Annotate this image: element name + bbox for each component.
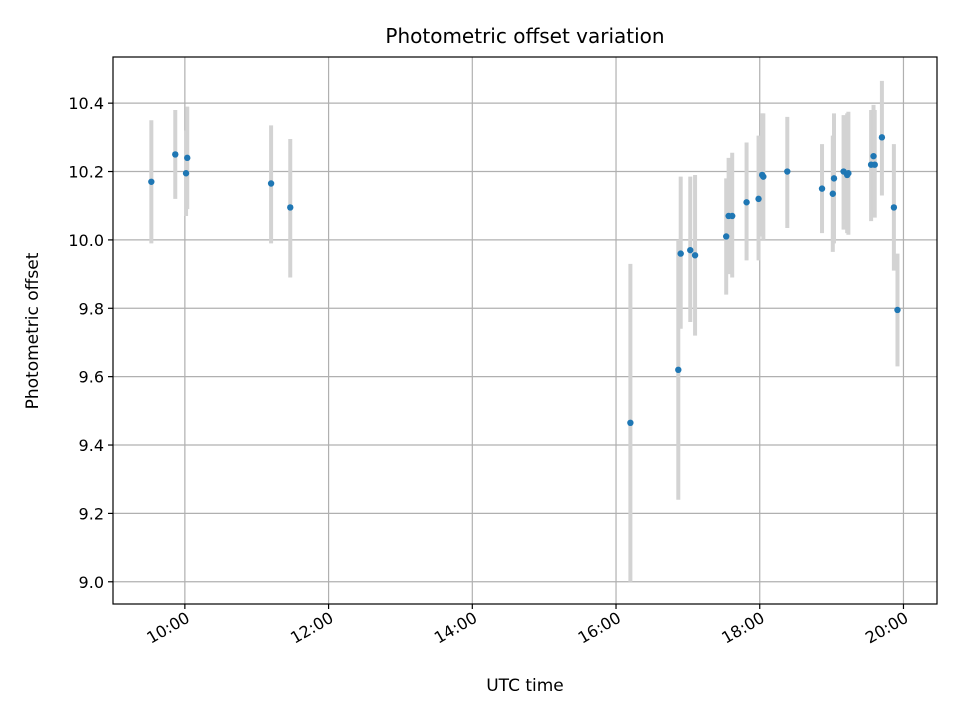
- y-axis-label: Photometric offset: [23, 252, 43, 409]
- data-point: [845, 170, 852, 177]
- data-point: [818, 185, 826, 192]
- y-tick-label: 9.6: [79, 368, 104, 387]
- data-point: [182, 170, 190, 177]
- data-point: [691, 252, 699, 259]
- y-axis-ticks: 9.0 9.2 9.4 9.6 9.8 10.0 10.2 10.4: [68, 94, 113, 592]
- y-tick-label: 10.4: [68, 94, 104, 113]
- data-point: [894, 306, 901, 314]
- data-point: [723, 233, 730, 240]
- y-tick-label: 9.2: [79, 504, 104, 523]
- data-point: [890, 204, 898, 211]
- data-point: [677, 250, 684, 257]
- data-point: [184, 154, 191, 162]
- y-tick-label: 10.0: [68, 231, 104, 250]
- y-tick-label: 9.4: [79, 436, 104, 455]
- grid-lines: [113, 57, 937, 604]
- data-point: [687, 246, 694, 254]
- y-tick-label: 9.8: [79, 299, 104, 318]
- data-point: [871, 161, 878, 168]
- data-point: [870, 152, 877, 160]
- data-point: [287, 204, 294, 211]
- data-point: [784, 168, 791, 175]
- data-point: [675, 366, 682, 374]
- data-point: [755, 195, 762, 203]
- data-points: [148, 134, 901, 427]
- data-point: [627, 419, 634, 427]
- x-axis-label: UTC time: [486, 676, 564, 696]
- data-point: [743, 199, 750, 206]
- y-tick-label: 9.0: [79, 573, 104, 592]
- data-point: [760, 173, 767, 180]
- chart-title: Photometric offset variation: [385, 24, 664, 48]
- data-point: [728, 212, 736, 220]
- plot-frame: [112, 56, 938, 605]
- data-point: [830, 175, 838, 182]
- data-point: [148, 178, 155, 185]
- y-tick-label: 10.2: [68, 163, 104, 182]
- data-point: [829, 190, 837, 197]
- plot-area: [113, 57, 937, 604]
- data-point: [267, 180, 275, 187]
- data-point: [172, 151, 179, 158]
- data-point: [878, 134, 886, 141]
